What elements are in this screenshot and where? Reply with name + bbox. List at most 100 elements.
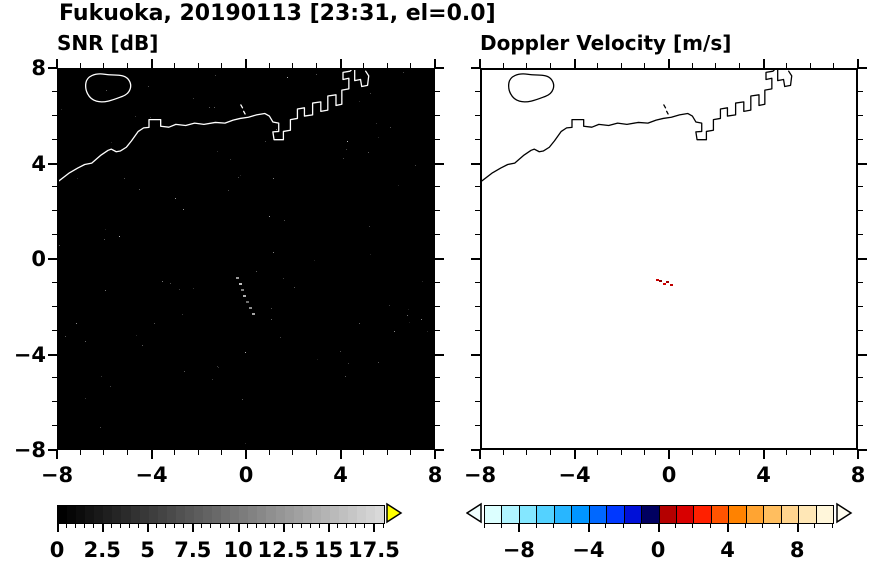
echo-dot xyxy=(248,306,252,309)
colorbar-segment xyxy=(357,506,367,523)
colorbar-segment xyxy=(311,506,321,523)
noise-speckle xyxy=(313,259,315,261)
axis-tick xyxy=(435,234,440,236)
noise-speckle xyxy=(60,109,62,111)
snr-panel-title: SNR [dB] xyxy=(57,31,159,55)
colorbar-tick xyxy=(119,524,121,528)
coastline-map xyxy=(59,70,433,448)
axis-tick xyxy=(56,450,58,459)
echo-dot xyxy=(236,276,240,279)
noise-speckle xyxy=(270,308,272,310)
colorbar-tick xyxy=(337,524,339,528)
noise-speckle xyxy=(217,367,219,369)
axis-tick xyxy=(762,450,765,459)
echo-dot xyxy=(666,281,670,284)
axis-tick xyxy=(126,450,128,455)
axis-tick xyxy=(435,258,444,260)
axis-tick xyxy=(435,305,440,307)
colorbar-tick xyxy=(382,524,384,528)
noise-speckle xyxy=(77,178,79,180)
axis-tick xyxy=(435,186,440,188)
axis-tick xyxy=(435,353,444,356)
colorbar-segment xyxy=(239,506,249,523)
axis-tick xyxy=(435,90,440,92)
axis-tick xyxy=(150,450,153,459)
noise-speckle xyxy=(227,190,229,192)
axis-tick xyxy=(857,450,859,459)
axis-tick xyxy=(103,450,105,455)
axis-tick xyxy=(435,281,440,283)
noise-speckle xyxy=(104,229,106,231)
colorbar-tick xyxy=(831,524,833,528)
colorbar-segment xyxy=(175,506,185,523)
axis-tick xyxy=(573,59,576,68)
axis-tick xyxy=(858,377,863,379)
colorbar-tick xyxy=(101,524,104,532)
colorbar-segment xyxy=(571,506,589,523)
noise-speckle xyxy=(106,90,108,92)
axis-tick xyxy=(292,450,294,455)
noise-speckle xyxy=(272,251,274,253)
coastline-map xyxy=(482,70,856,448)
axis-tick xyxy=(526,450,528,455)
y-axis-tick-label: 8 xyxy=(31,56,46,80)
noise-speckle xyxy=(407,315,409,317)
x-axis-tick-label: 4 xyxy=(333,463,348,487)
colorbar-segment xyxy=(641,506,659,523)
colorbar-segment xyxy=(230,506,240,523)
x-axis-tick-label: 8 xyxy=(427,463,443,487)
axis-tick xyxy=(434,59,436,68)
axis-tick xyxy=(858,162,867,165)
noise-speckle xyxy=(148,85,150,87)
axis-tick xyxy=(858,281,863,283)
colorbar-segment xyxy=(67,506,77,523)
noise-speckle xyxy=(294,286,296,288)
colorbar-segment xyxy=(658,506,676,523)
axis-tick xyxy=(471,353,480,356)
axis-tick xyxy=(339,450,342,459)
colorbar-segment xyxy=(745,506,764,523)
axis-tick xyxy=(858,353,867,356)
colorbar-segment xyxy=(284,506,294,523)
y-axis-tick-label: −4 xyxy=(13,342,46,367)
axis-tick xyxy=(644,450,646,455)
colorbar-segment xyxy=(501,506,519,523)
colorbar-tick xyxy=(83,524,85,528)
noise-speckle xyxy=(368,226,370,228)
colorbar-tick xyxy=(255,524,257,528)
noise-speckle xyxy=(135,334,137,336)
colorbar-tick xyxy=(483,524,485,528)
noise-speckle xyxy=(426,330,428,332)
colorbar-segment xyxy=(815,506,834,523)
noise-speckle xyxy=(287,77,289,79)
colorbar-segment xyxy=(248,506,258,523)
noise-speckle xyxy=(315,73,317,75)
noise-speckle xyxy=(275,129,277,131)
axis-tick xyxy=(738,450,740,455)
echo-dot xyxy=(669,283,673,286)
colorbar-tick xyxy=(147,524,150,532)
axis-tick xyxy=(471,67,480,69)
colorbar-tick xyxy=(65,524,67,528)
x-axis-tick-label: −8 xyxy=(40,463,74,487)
colorbar-segment xyxy=(76,506,86,523)
axis-tick xyxy=(471,449,480,451)
axis-tick xyxy=(858,90,863,92)
x-axis-tick-label: 0 xyxy=(238,463,254,487)
axis-tick xyxy=(79,450,81,455)
axis-tick xyxy=(315,450,317,455)
noise-speckle xyxy=(192,288,194,290)
noise-speckle xyxy=(269,215,270,217)
colorbar-segment xyxy=(130,506,140,523)
axis-tick xyxy=(435,401,440,403)
colorbar-segment xyxy=(139,506,149,523)
colorbar-tick-label: 10 xyxy=(223,538,253,562)
noise-speckle xyxy=(105,289,107,291)
colorbar-tick-label: 12.5 xyxy=(257,538,310,562)
noise-speckle xyxy=(111,141,113,143)
snr-colorbar xyxy=(57,505,385,524)
axis-tick xyxy=(435,162,444,165)
axis-tick xyxy=(48,449,57,451)
noise-speckle xyxy=(149,117,151,119)
